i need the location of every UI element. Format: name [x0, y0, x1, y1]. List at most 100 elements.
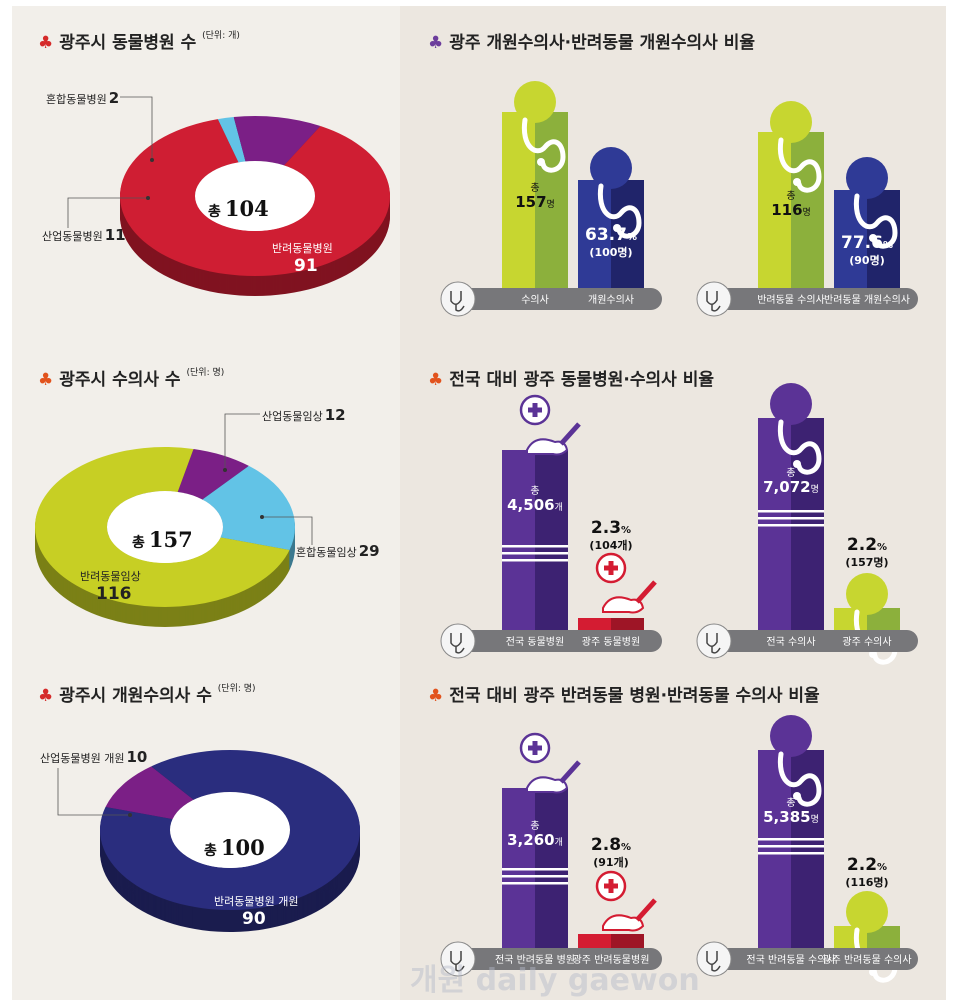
section1-panel_b-steth1-bell — [793, 178, 801, 186]
section3-panel_a-dog2-cross-v — [608, 879, 614, 893]
watermark: 개원 daily gaewon — [410, 963, 700, 998]
vets-total-value: 157 — [148, 527, 193, 552]
section3-panel_a-bar2-right — [611, 934, 644, 948]
section3-panel_a-label2: 광주 반려동물병원 — [573, 954, 650, 966]
donut-hole-open-vets — [170, 792, 290, 868]
section1-panel_b-bar2-pct: 77.6% — [841, 233, 893, 253]
leader-vets-industrial — [224, 413, 260, 470]
section1-panel_b-icon-circle — [696, 281, 732, 317]
section1-panel_b-bar2-sub: (90명) — [849, 253, 884, 267]
section2-panel_b-icon-circle — [696, 623, 732, 659]
section3-panel_b-bar1-stripe-1 — [758, 845, 824, 848]
hosp-mixed-value: 2 — [108, 89, 120, 107]
donut-hospitals — [119, 115, 391, 296]
hosp-label-mixed: 혼합동물병원 2 — [46, 89, 119, 107]
open-pet-value: 90 — [242, 909, 266, 929]
section3-panel_b-steth1 — [770, 715, 822, 807]
section1-panel_a-bar1-unit: 명 — [547, 199, 555, 210]
leader-hosp-industrial — [67, 197, 148, 228]
section1-panel_b-steth1 — [770, 101, 822, 193]
section2-panel_a-dog2-syringe — [635, 580, 657, 604]
section1-panel_b-stethoscope-icon — [706, 291, 721, 312]
section2-panel_a-bar2-sub: (104개) — [589, 538, 632, 552]
section1-panel_b-label2: 반려동물 개원수의사 — [824, 294, 910, 306]
section3-panel_b-bar2-sub: (116명) — [845, 875, 888, 889]
hosp-label-industrial: 산업동물병원 11 — [42, 226, 126, 244]
section2-panel_b-label1: 전국 수의사 — [766, 636, 815, 648]
section1-panel_a-label2: 개원수의사 — [588, 294, 634, 306]
section3-panel_b-bar1-value: 5,385명 — [763, 808, 819, 826]
donut-slice-open-vets-0 — [105, 766, 194, 820]
section3-panel_b-pill — [698, 948, 918, 970]
club-icon: ♣ — [428, 686, 444, 706]
section1-panel_a-steth2 — [590, 147, 642, 239]
open-pet-value-wrap: 90 — [240, 909, 266, 929]
section2-panel_b-steth1-head — [770, 383, 812, 425]
section2-panel_b-bar2-sub: (157명) — [845, 555, 888, 569]
section3-panel_a-dog1-dog — [526, 776, 569, 794]
donut-slice-vets-1 — [202, 465, 296, 550]
section3-panel_a-stethoscope-icon — [450, 951, 465, 972]
section2-panel_b-bar1-stripe-2 — [758, 524, 824, 527]
section3-panel_b-steth2-head — [846, 891, 888, 933]
hospitals-title-text: 광주시 동물병원 수 — [59, 33, 197, 53]
vets-title-text: 광주시 수의사 수 — [59, 370, 181, 390]
vets-unit: (단위: 명) — [186, 368, 225, 378]
section1-panel_b-steth2-bell — [869, 234, 877, 242]
vets-title: ♣ 광주시 수의사 수 (단위: 명) — [38, 365, 224, 390]
section1-panel_b-bar1-right — [791, 132, 824, 288]
vets-label-mixed: 혼합동물임상 29 — [296, 542, 380, 560]
donut-slice-open-vets-1 — [100, 750, 361, 910]
hosp-total: 총 104 — [208, 196, 269, 221]
section1-panel_b-steth1-tube — [777, 137, 822, 193]
vets-pet-label: 반려동물임상 — [80, 570, 141, 583]
vets-mixed-label: 혼합동물임상 — [296, 546, 357, 559]
section3-panel_b-steth1-tube — [777, 751, 822, 807]
section3-panel_a-bar2-left — [578, 934, 611, 948]
donut-charts — [35, 96, 391, 933]
section2-panel_b-label2: 광주 수의사 — [842, 636, 891, 648]
section2-panel_a-stethoscope-icon — [450, 633, 465, 654]
club-icon: ♣ — [38, 686, 54, 706]
leader-vets-mixed — [262, 516, 313, 545]
section1-panel_b-bar1-unit: 명 — [803, 207, 811, 218]
section3-panel_b-steth1-bell — [793, 792, 801, 800]
section3-panel_a-dog1 — [519, 732, 581, 794]
section3-panel_b-stethoscope-icon — [706, 951, 721, 972]
section1-panel_a-pill — [442, 288, 662, 310]
leader-dot-1 — [146, 196, 150, 200]
donut-slice-hospitals-0 — [217, 117, 246, 163]
section2-panel_b-bar1-prefix: 총 — [786, 467, 795, 479]
section1-panel_b-steth1-head — [770, 101, 812, 143]
section1-panel_a-bar2-left — [578, 180, 611, 288]
section2-panel_a-bar2-pct-sign: % — [621, 525, 631, 536]
club-icon: ♣ — [428, 33, 444, 53]
section1-panel_a-icon-circle — [440, 281, 476, 317]
vets-total: 총 157 — [132, 527, 193, 552]
section1-panel_a-bar1-prefix: 총 — [530, 182, 539, 194]
club-icon: ♣ — [428, 370, 444, 390]
hosp-mixed-label: 혼합동물병원 — [46, 93, 107, 106]
vets-total-prefix: 총 — [132, 535, 145, 551]
donut-slice-vets-0 — [177, 448, 249, 500]
vets-pet-value: 116 — [96, 584, 132, 604]
section3-panel_b-bar1-prefix: 총 — [786, 797, 795, 809]
donut-slice-hospitals-2 — [120, 119, 390, 276]
open-pet-label: 반려동물병원 개원 — [214, 895, 299, 908]
vets-pet-value-wrap: 116 — [94, 584, 132, 604]
donut-slice-vets-2 — [35, 447, 290, 608]
section3-panel_a-bar2-pct-sign: % — [621, 842, 631, 853]
section1-panel_a-bar2-sub: (100명) — [589, 245, 632, 259]
open-label-industrial: 산업동물병원 개원 10 — [40, 748, 147, 766]
section2-panel_a-bar1-value: 4,506개 — [507, 496, 563, 514]
section1-panel_a-bar1-left — [502, 112, 535, 288]
section1-panel_a-steth2-head — [590, 147, 632, 189]
vets-industrial-value: 12 — [324, 406, 346, 424]
section1-panel_b-steth2 — [846, 157, 898, 249]
section2-panel_b-steth2-head — [846, 573, 888, 615]
section3-panel_a-bar1-stripe-1 — [502, 875, 568, 878]
section2-panel_a-dog2 — [595, 552, 657, 614]
section2-panel_a-bar2-left — [578, 618, 611, 630]
